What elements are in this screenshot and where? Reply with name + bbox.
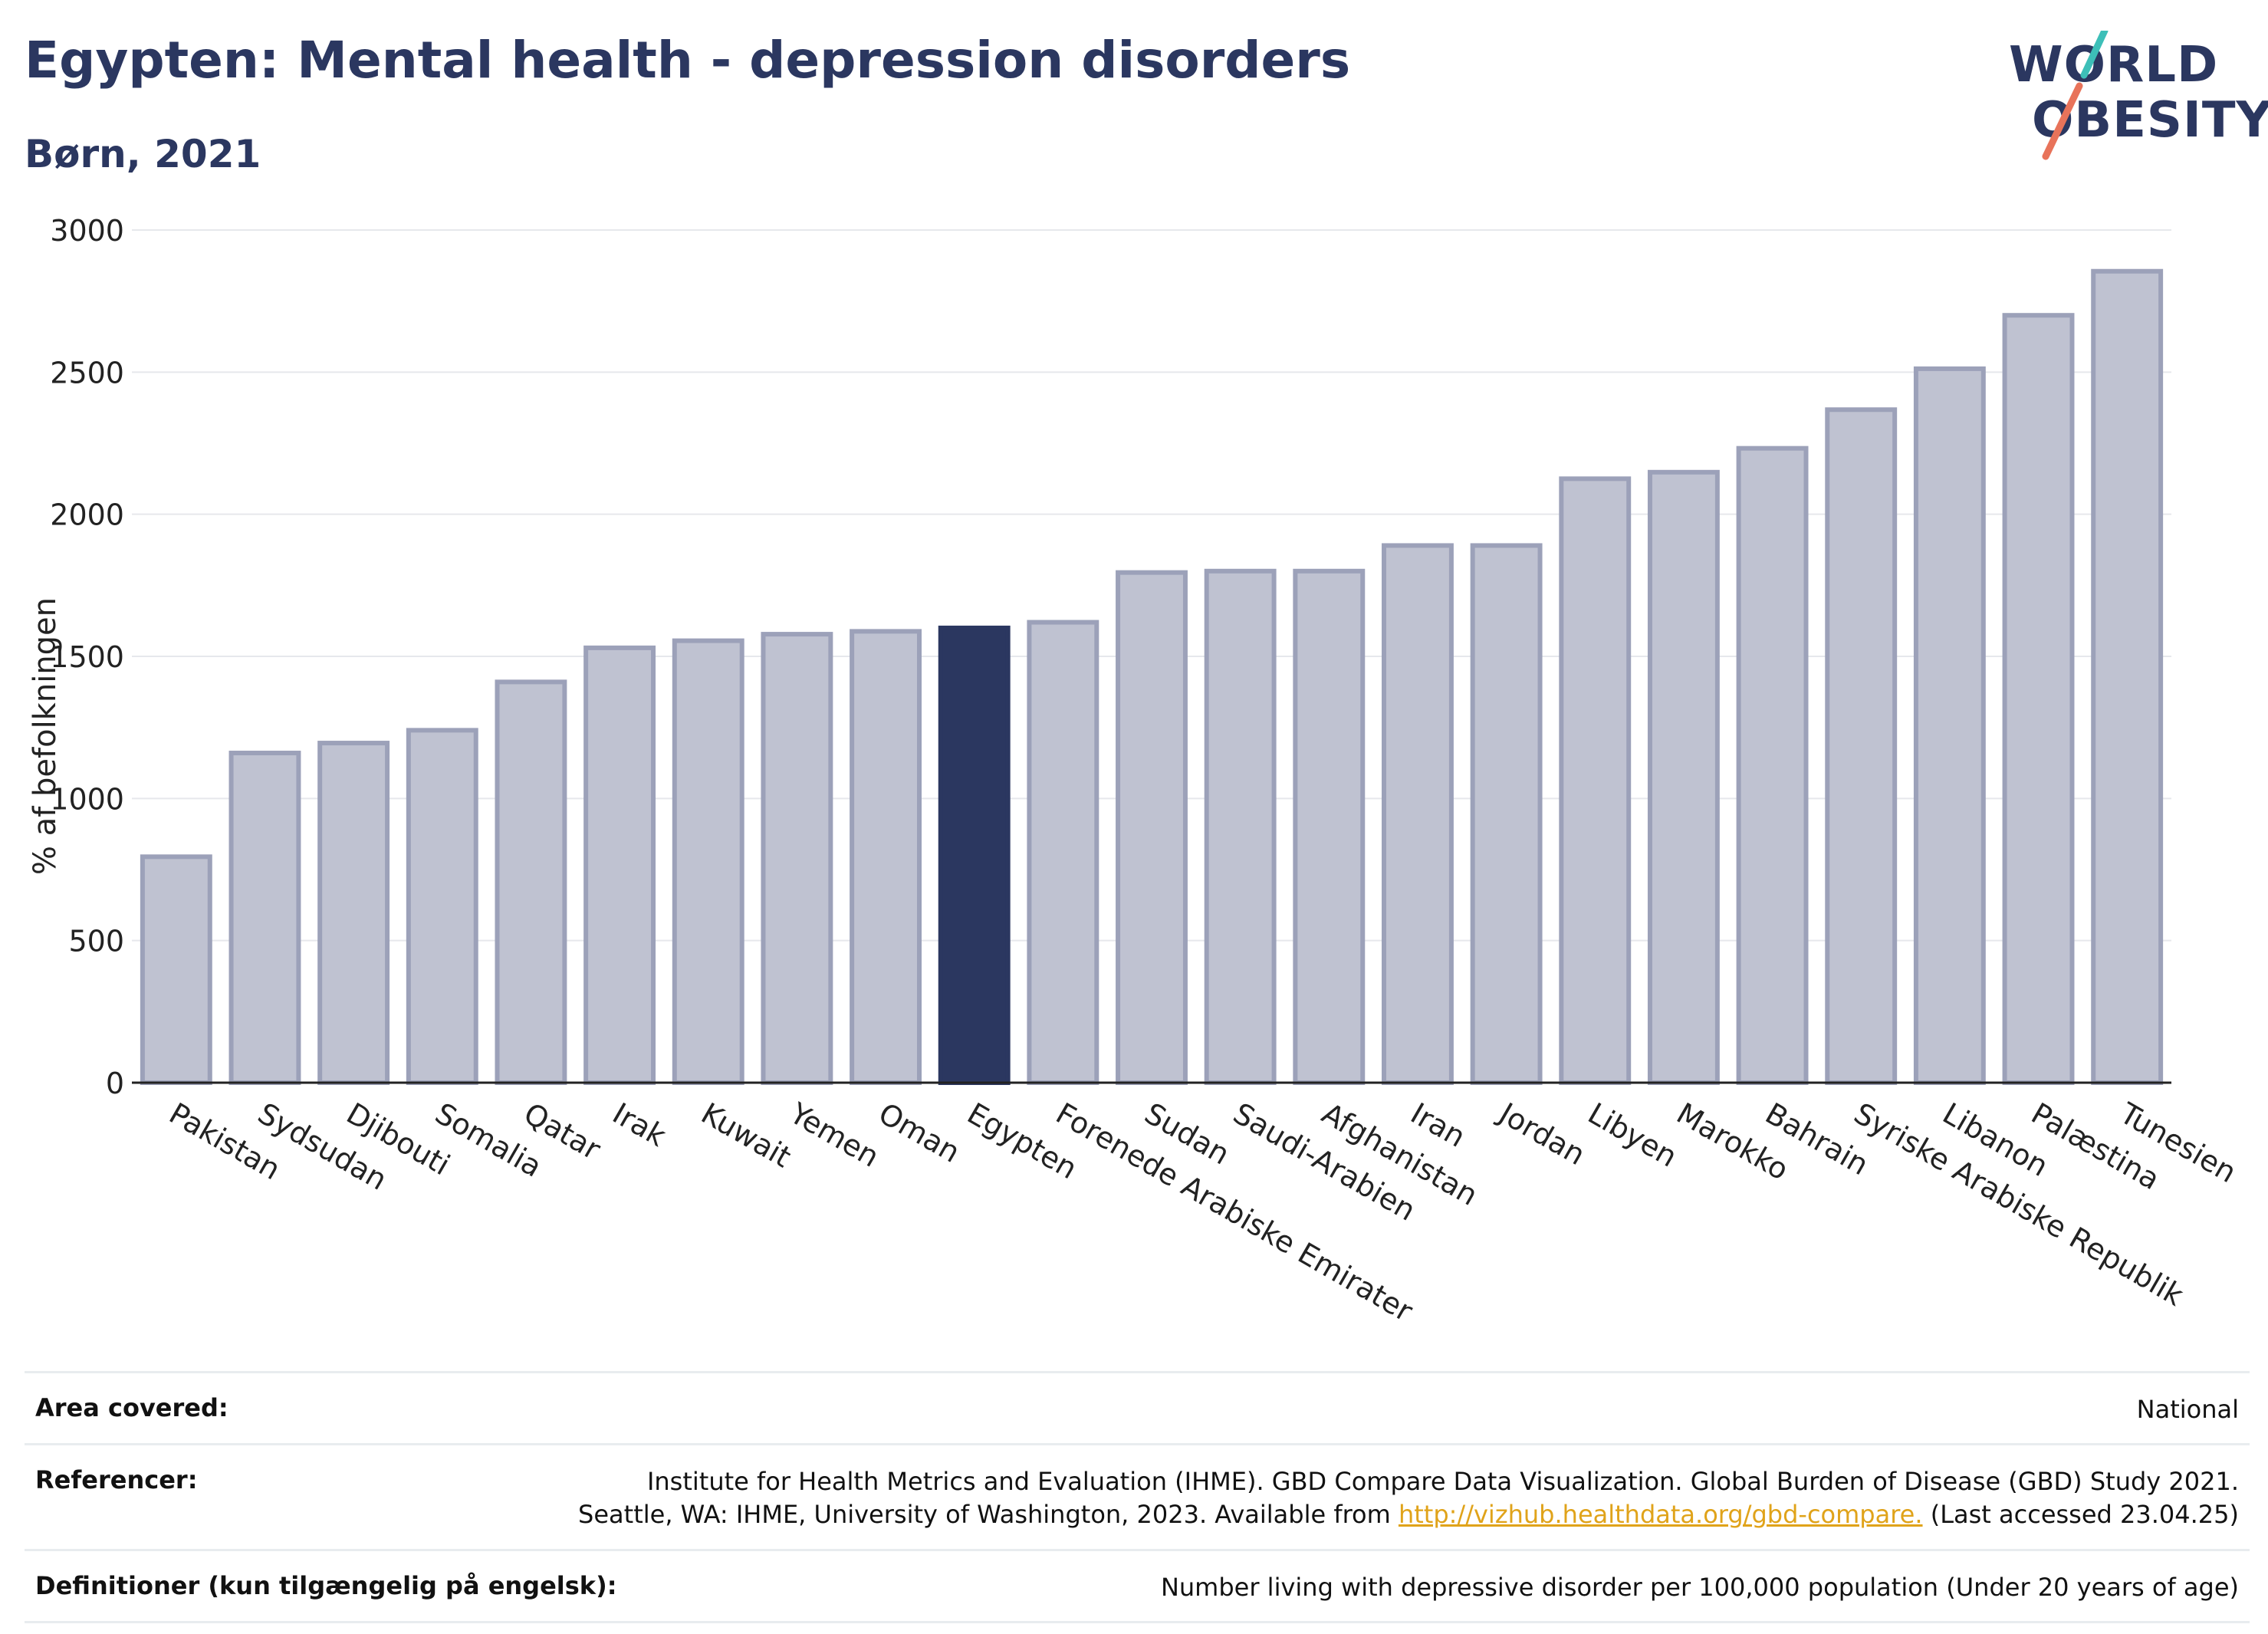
bar-iran	[1382, 543, 1454, 1085]
reference-line-2-pre: Seattle, WA: IHME, University of Washing…	[578, 1500, 1399, 1530]
y-axis-ticks: 0 500 1000 1500 2000 2500 3000	[50, 214, 124, 1100]
bar-marokko	[1647, 469, 1720, 1086]
bar-syriske-arabiske-republik	[1825, 407, 1898, 1085]
bar-sudan	[1116, 570, 1188, 1085]
x-tick-label: Libyen	[1583, 1096, 1683, 1174]
reference-line-1: Institute for Health Metrics and Evaluat…	[646, 1467, 2239, 1497]
world-obesity-logo: WORLD OBESITY	[1994, 31, 2268, 169]
bar-palæstina	[2002, 313, 2075, 1085]
y-tick-label: 1500	[50, 640, 124, 674]
bar-sydsudan	[228, 751, 301, 1085]
references-value: Institute for Health Metrics and Evaluat…	[578, 1465, 2239, 1531]
x-tick-label: Irak	[607, 1096, 672, 1153]
bar-libanon	[1913, 366, 1986, 1086]
reference-line-2-post: (Last accessed 23.04.25)	[1922, 1500, 2239, 1530]
bar-egypten	[938, 625, 1011, 1085]
bar-djibouti	[317, 741, 390, 1085]
definitions-value: Number living with depressive disorder p…	[1160, 1572, 2239, 1602]
footer-table: Area covered: National Referencer: Insti…	[25, 1371, 2250, 1623]
bar-tunesien	[2091, 268, 2164, 1085]
bar-jordan	[1470, 543, 1543, 1085]
x-tick-label: Yemen	[784, 1096, 885, 1174]
x-tick-label: Kuwait	[695, 1096, 797, 1175]
bars	[140, 268, 2164, 1086]
logo-line-1: WORLD	[2009, 37, 2219, 94]
bar-saudi-arabien	[1204, 568, 1277, 1085]
x-tick-label: Jordan	[1492, 1096, 1590, 1172]
bar-kuwait	[672, 638, 744, 1085]
bar-qatar	[495, 679, 567, 1085]
footer-row-references: Referencer: Institute for Health Metrics…	[25, 1443, 2250, 1548]
bar-pakistan	[140, 854, 212, 1085]
logo-slash-icon	[2042, 31, 2109, 160]
bar-chart: 0 500 1000 1500 2000 2500 3000 PakistanSydsuda…	[28, 214, 2242, 1328]
y-tick-label: 3000	[50, 214, 124, 248]
bar-somalia	[406, 728, 478, 1086]
footer-row-area: Area covered: National	[25, 1371, 2250, 1443]
references-label: Referencer:	[35, 1465, 198, 1495]
definitions-label: Definitioner (kun tilgængelig på engelsk…	[35, 1570, 617, 1600]
reference-link[interactable]: http://vizhub.healthdata.org/gbd-compare…	[1398, 1500, 1923, 1530]
x-tick-label: Oman	[873, 1096, 966, 1169]
bar-yemen	[761, 632, 833, 1085]
y-tick-label: 2000	[50, 498, 124, 532]
footer-row-definitions: Definitioner (kun tilgængelig på engelsk…	[25, 1548, 2250, 1623]
y-tick-label: 500	[68, 925, 124, 958]
y-tick-label: 0	[106, 1067, 124, 1100]
bar-afghanistan	[1293, 568, 1366, 1085]
area-label: Area covered:	[35, 1393, 228, 1422]
bar-libyen	[1559, 476, 1632, 1086]
bar-oman	[850, 629, 922, 1085]
area-value: National	[2136, 1395, 2239, 1424]
y-tick-label: 2500	[50, 356, 124, 390]
chart-subtitle: Børn, 2021	[25, 132, 261, 176]
bar-forenede-arabiske-emirater	[1027, 620, 1099, 1085]
bar-irak	[583, 645, 656, 1085]
y-tick-label: 1000	[50, 782, 124, 816]
bar-bahrain	[1736, 445, 1809, 1085]
y-axis-label: % af befolkningen	[28, 597, 63, 875]
chart-title: Egypten: Mental health - depression diso…	[25, 31, 1351, 90]
